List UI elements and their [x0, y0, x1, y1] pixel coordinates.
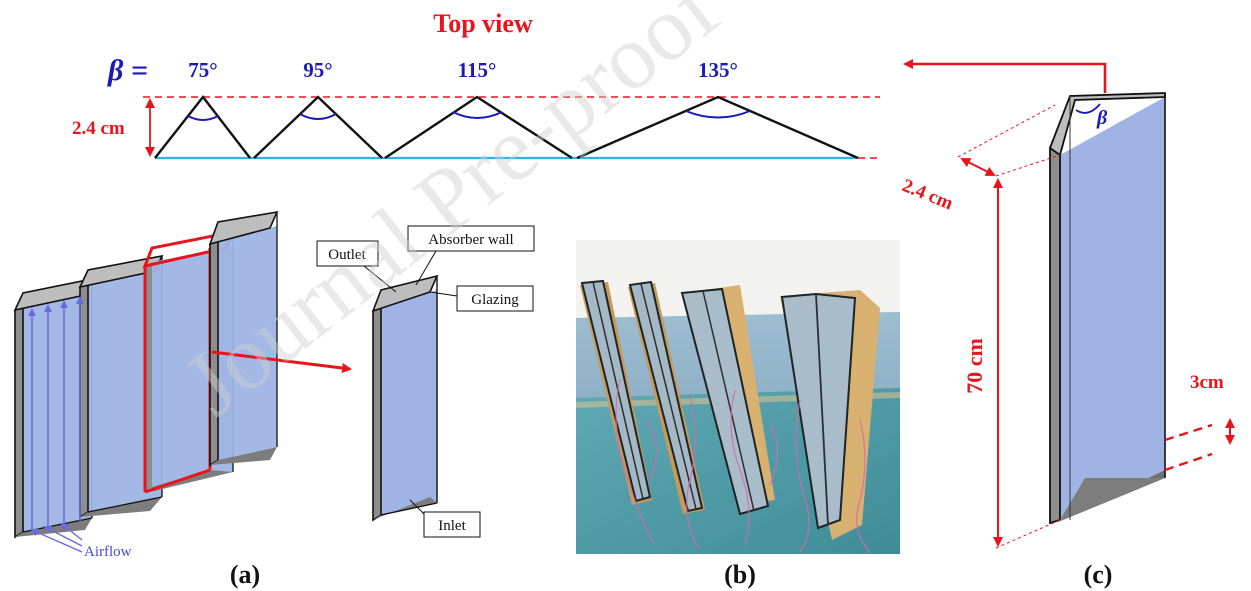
beta-equals-label: β = — [107, 54, 148, 87]
panel-c-label: (c) — [1084, 560, 1113, 589]
connector-arrow — [903, 59, 1107, 93]
height-label: 2.4 cm — [72, 118, 125, 139]
triangle-75 — [154, 95, 251, 159]
glazing-pane — [1060, 97, 1165, 520]
triangle-135 — [576, 95, 859, 160]
absorber-wall-label: Absorber wall — [428, 232, 513, 248]
callout-inlet: Inlet — [409, 499, 481, 538]
panel-b-label: (b) — [724, 560, 756, 589]
depth-dimension-arrow — [960, 158, 996, 176]
panel-b-photo — [576, 240, 900, 554]
top-view: Top view β = 75° 95° 115° 135° 2.4 cm — [72, 9, 1107, 160]
callout-absorber-wall: Absorber wall — [407, 225, 535, 286]
glazing-label: Glazing — [471, 292, 519, 308]
photo-wires — [615, 379, 871, 553]
beta-label-c: β — [1096, 107, 1108, 129]
angle-label-95: 95° — [303, 58, 332, 82]
top-view-title: Top view — [433, 9, 533, 38]
zoom-arrow — [211, 350, 352, 373]
side-wall — [1049, 146, 1061, 525]
outlet-label: Outlet — [328, 247, 366, 263]
photo-collector-2 — [628, 280, 705, 514]
triangle-115 — [384, 95, 573, 160]
height-label-c: 70 cm — [962, 338, 987, 394]
panel-a: Airflow Outlet Absorber wall Glazing — [13, 210, 535, 589]
angle-label-75: 75° — [188, 58, 217, 82]
inlet-label: Inlet — [438, 518, 466, 534]
triangle-95 — [253, 95, 383, 159]
bottom-floor — [1058, 478, 1165, 522]
gap-label-c: 3cm — [1190, 372, 1224, 393]
panel-c: β 2.4 cm 70 cm 3cm — [899, 92, 1235, 549]
airflow-arrows — [28, 296, 84, 553]
callout-glazing: Glazing — [429, 285, 534, 312]
depth-label-c: 2.4 cm — [899, 175, 956, 214]
single-module — [371, 274, 439, 522]
photo-collector-4 — [780, 290, 880, 540]
angle-label-115: 115° — [458, 58, 497, 82]
photo-collector-3 — [680, 285, 775, 516]
airflow-label: Airflow — [84, 544, 132, 560]
panel-a-label: (a) — [230, 560, 260, 589]
angle-label-135: 135° — [698, 58, 738, 82]
beta-arc — [1075, 103, 1101, 114]
callout-outlet: Outlet — [316, 240, 397, 293]
